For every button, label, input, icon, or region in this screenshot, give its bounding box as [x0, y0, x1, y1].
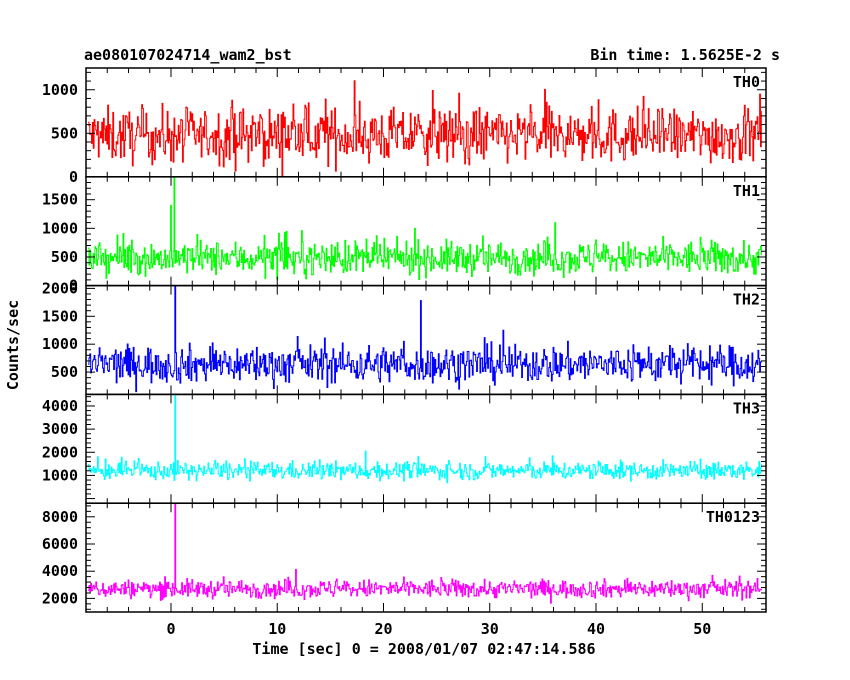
chart-title-right: Bin time: 1.5625E-2 s: [590, 46, 780, 64]
y-tick-label: 0: [69, 277, 78, 295]
y-tick-label: 2000: [42, 589, 78, 607]
y-tick-label: 1000: [42, 335, 78, 353]
y-tick-label: 1500: [42, 191, 78, 209]
series-label-th1: TH1: [733, 182, 760, 200]
y-tick-label: 2000: [42, 443, 78, 461]
y-tick-label: 0: [69, 168, 78, 186]
y-tick-label: 2000: [42, 279, 78, 297]
y-tick-label: 1000: [42, 466, 78, 484]
panel-frame: [85, 393, 767, 504]
series-label-th0: TH0: [733, 73, 760, 91]
series-th1: [88, 176, 762, 280]
series-th2: [88, 285, 762, 393]
x-tick-label: 30: [481, 620, 499, 638]
x-tick-label: 40: [587, 620, 605, 638]
y-tick-label: 500: [51, 363, 78, 381]
y-tick-label: 4000: [42, 562, 78, 580]
y-tick-label: 1000: [42, 81, 78, 99]
y-tick-label: 3000: [42, 420, 78, 438]
y-tick-label: 8000: [42, 508, 78, 526]
series-th3: [88, 394, 762, 484]
panel-th1: 0 500 1000 1500 TH1: [42, 176, 767, 295]
series-th0123: [88, 503, 762, 604]
x-tick-label: 10: [268, 620, 286, 638]
series-label-th3: TH3: [733, 399, 760, 417]
y-tick-label: 4000: [42, 397, 78, 415]
chart-title-left: ae080107024714_wam2_bst: [84, 46, 292, 64]
y-axis-title: Counts/sec: [4, 300, 22, 390]
y-tick-label: 6000: [42, 535, 78, 553]
x-tick-label: 50: [693, 620, 711, 638]
y-tick-label: 1000: [42, 219, 78, 237]
panel-th2: 500 1000 1500 2000 TH2: [42, 279, 767, 396]
series-label-th2: TH2: [733, 291, 760, 309]
y-tick-label: 500: [51, 248, 78, 266]
panel-th0: 0 500 1000 TH0: [42, 67, 767, 186]
series-th0: [88, 80, 762, 177]
x-tick-label: 0: [166, 620, 175, 638]
x-axis-title: Time [sec] 0 = 2008/01/07 02:47:14.586: [252, 640, 595, 658]
panel-th3: 1000 2000 3000 4000 TH3: [42, 393, 767, 504]
y-tick-label: 1500: [42, 307, 78, 325]
series-label-th0123: TH0123: [706, 508, 760, 526]
x-tick-label: 20: [374, 620, 392, 638]
panel-th0123: 2000 4000 6000 8000 TH0123: [42, 502, 767, 613]
y-tick-label: 500: [51, 124, 78, 142]
